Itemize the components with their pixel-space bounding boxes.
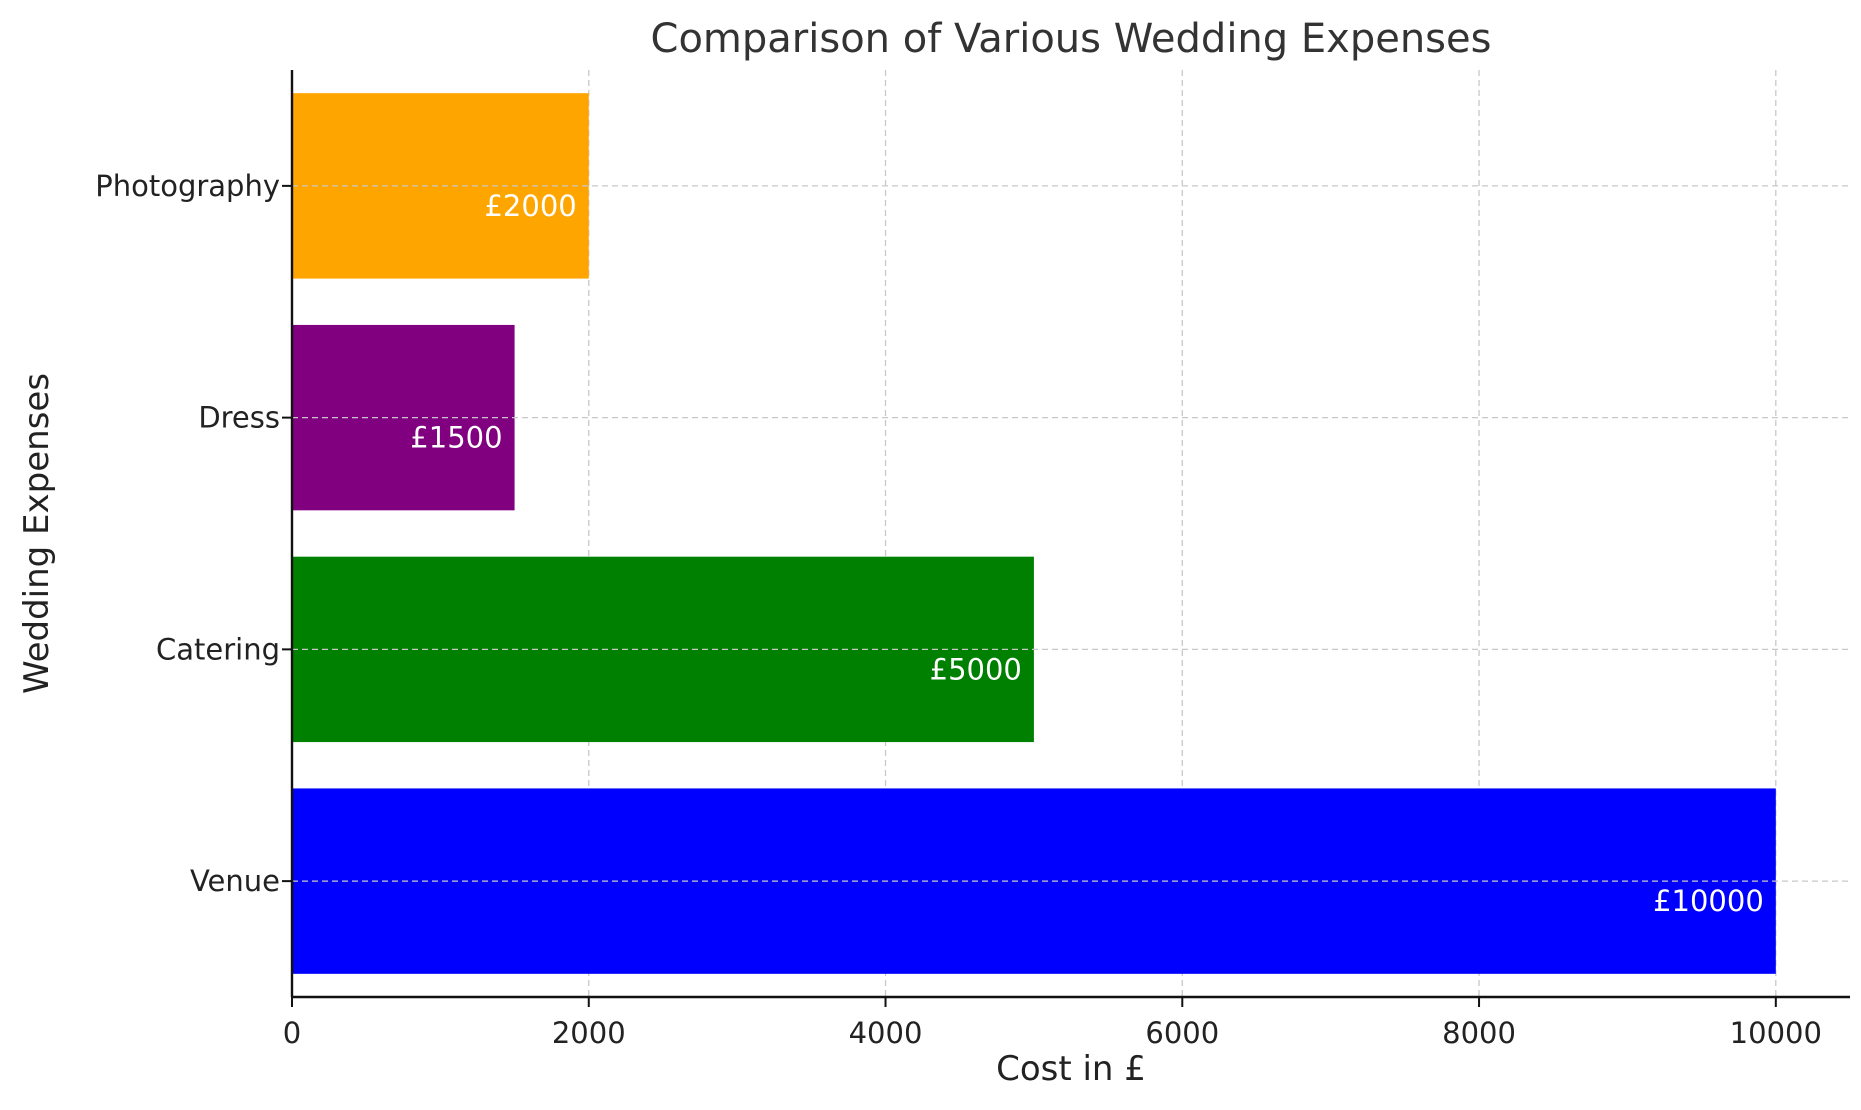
bar-value-label-dress: £1500 [410,421,502,455]
x-tick-label: 6000 [1145,1016,1219,1050]
y-tick-label-catering: Catering [156,632,280,666]
x-tick-label: 0 [283,1016,301,1050]
x-tick-label: 10000 [1730,1016,1822,1050]
y-axis-ticks: Venue Catering Dress Photography [95,169,292,898]
x-tick-label: 8000 [1442,1016,1516,1050]
bars [292,93,1776,974]
y-tick-label-dress: Dress [198,401,280,435]
x-tick-label: 2000 [552,1016,626,1050]
axes [290,70,1850,999]
x-tick-label: 4000 [849,1016,923,1050]
y-axis-label: Wedding Expenses [17,373,57,694]
bar-photography [292,93,589,279]
x-axis-label: Cost in £ [996,1049,1146,1089]
bar-value-labels: £10000 £5000 £1500 £2000 [292,185,1850,918]
bar-value-label-venue: £10000 [1653,884,1764,918]
y-tick-label-photography: Photography [95,169,280,203]
chart-title: Comparison of Various Wedding Expenses [651,16,1492,62]
y-tick-label-venue: Venue [190,864,280,898]
bar-value-label-catering: £5000 [930,652,1022,686]
x-axis-ticks: 0 2000 4000 6000 8000 10000 [283,997,1822,1050]
bar-value-label-photography: £2000 [484,189,576,223]
